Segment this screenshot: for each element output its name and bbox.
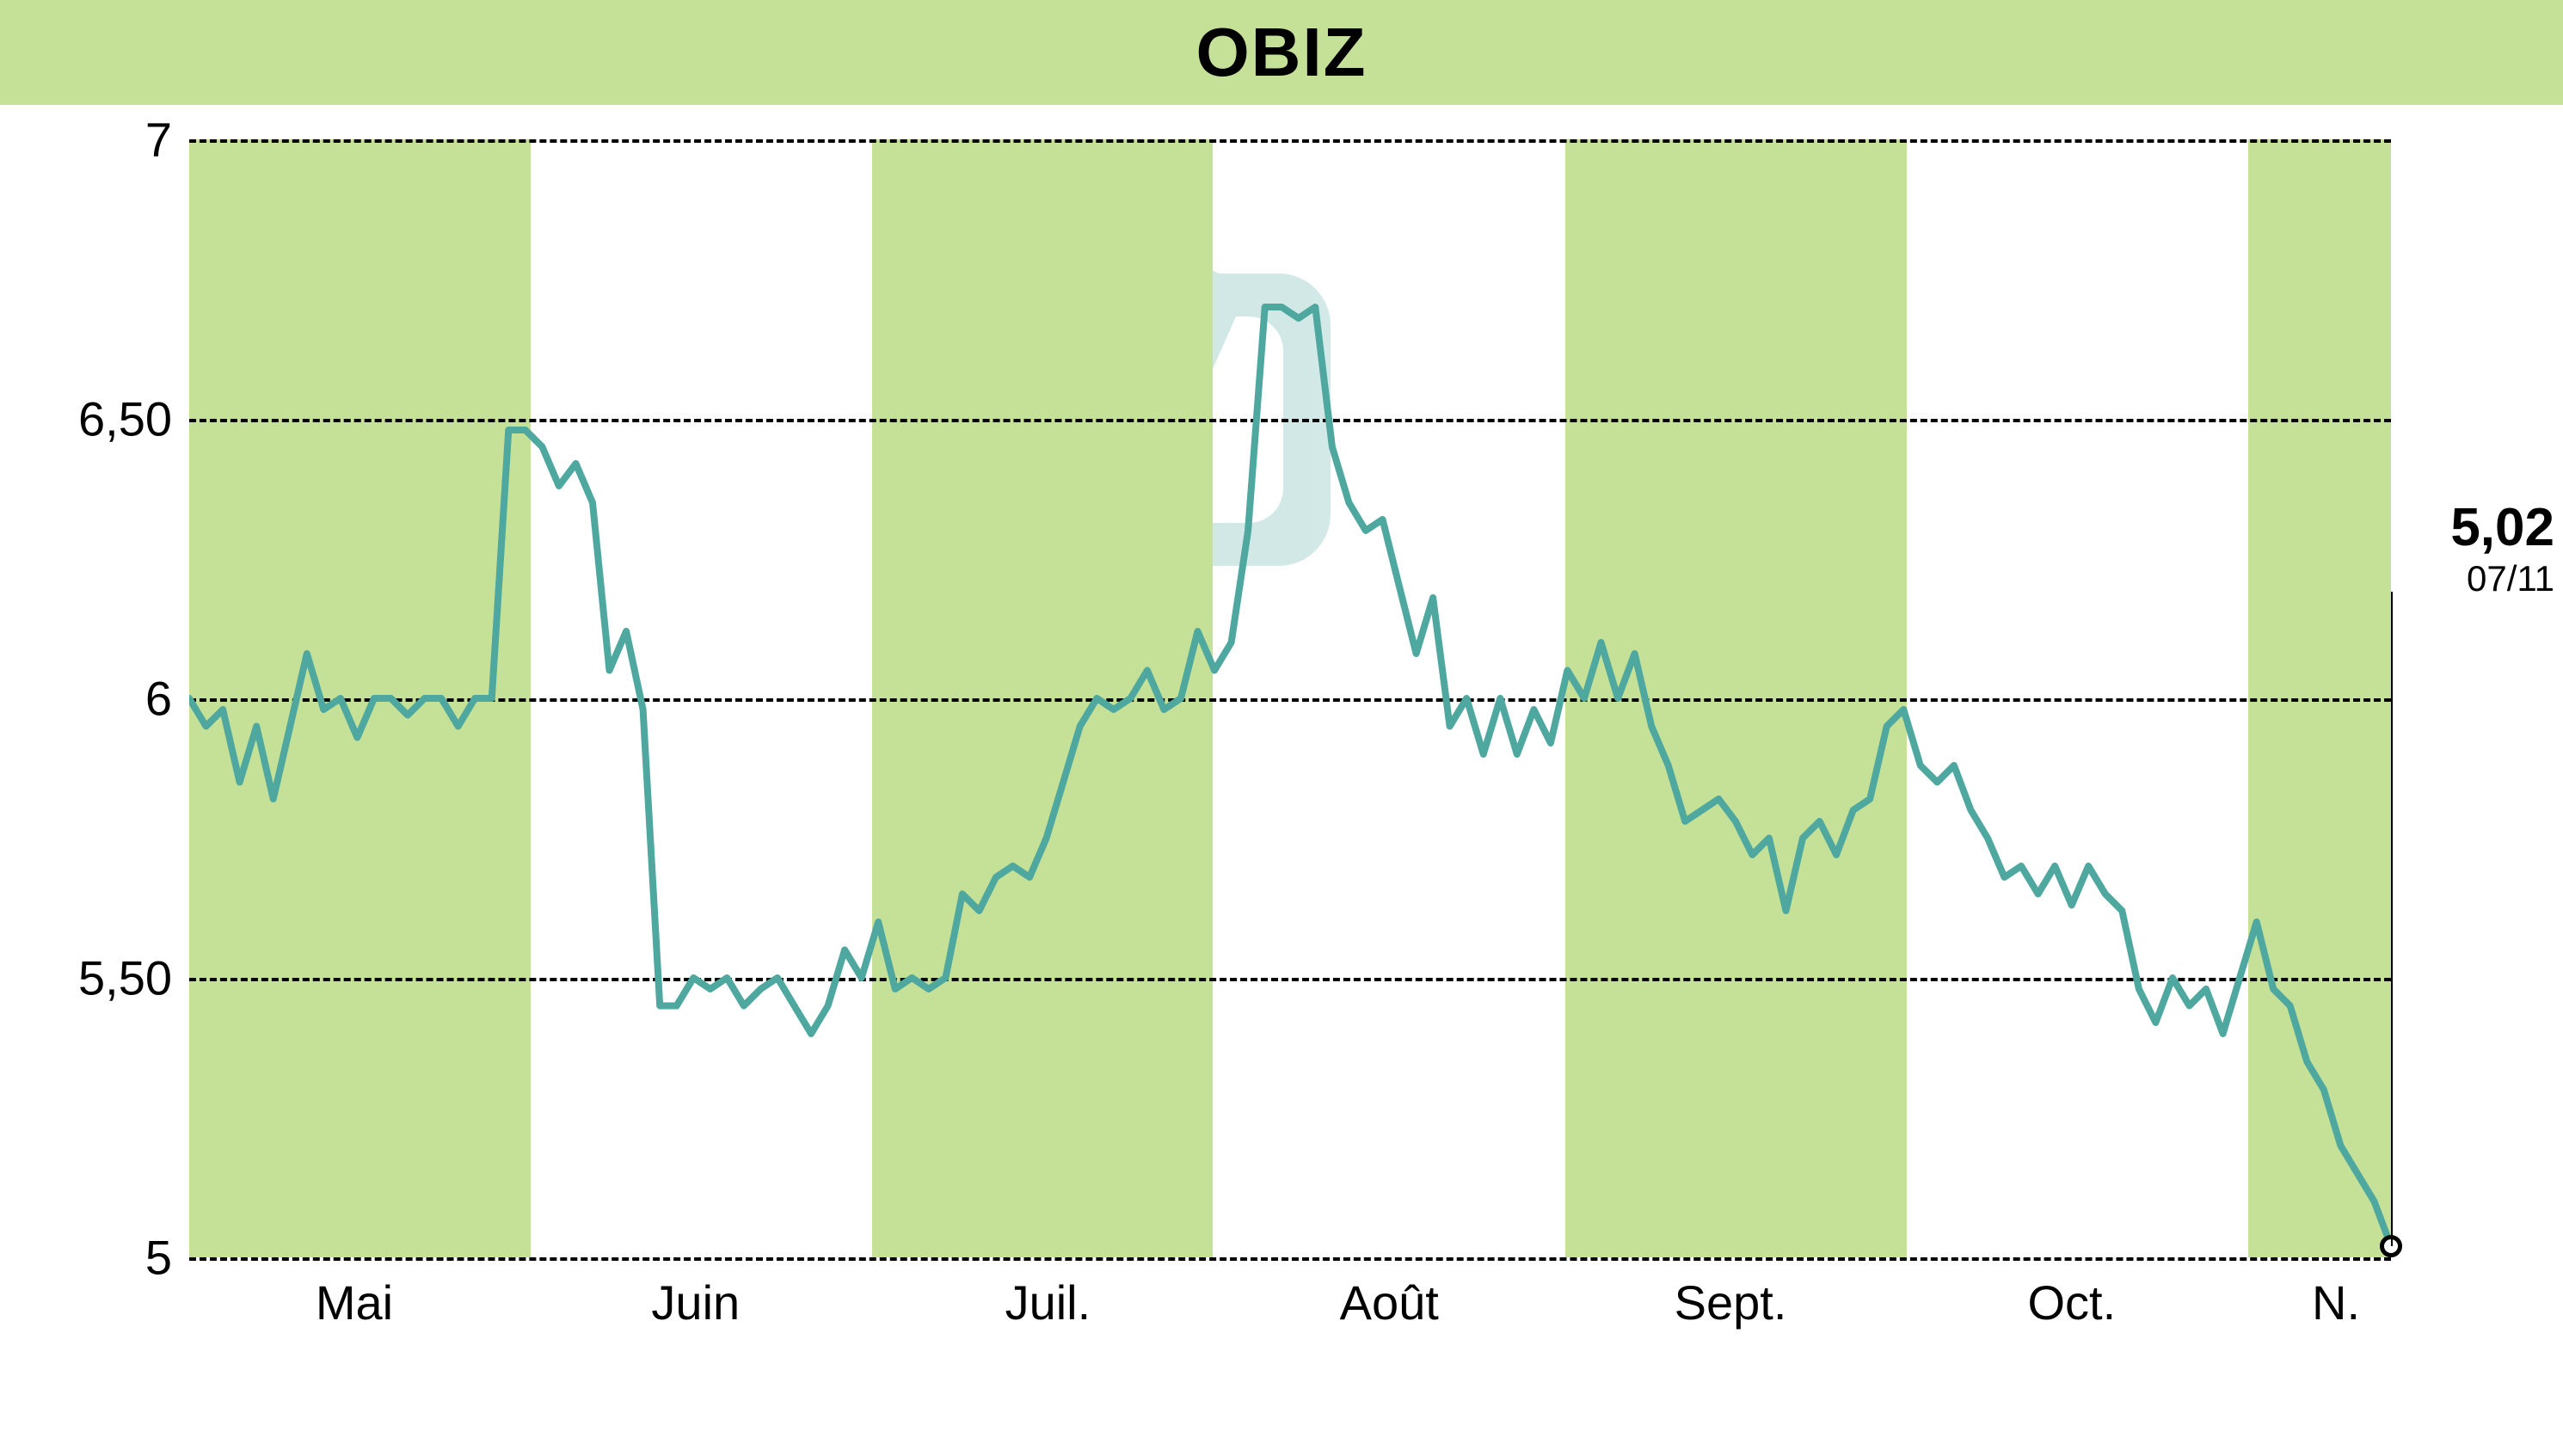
price-line <box>189 307 2391 1246</box>
y-axis-tick-label: 7 <box>145 112 172 168</box>
x-axis-tick-label: Oct. <box>2027 1275 2116 1330</box>
y-axis-tick-label: 5,50 <box>78 950 172 1006</box>
x-axis-tick-label: N. <box>2312 1275 2360 1330</box>
chart-title: OBIZ <box>0 13 2563 92</box>
current-date: 07/11 <box>2450 558 2554 599</box>
x-axis-labels: MaiJuinJuil.AoûtSept.Oct.N. <box>189 1275 2391 1326</box>
y-axis-tick-label: 5 <box>145 1230 172 1286</box>
x-axis-tick-label: Juil. <box>1005 1275 1091 1330</box>
chart-container: 76,5065,505 5,02 07/11 MaiJuinJuil.AoûtS… <box>52 139 2511 1257</box>
y-axis-tick-label: 6,50 <box>78 391 172 447</box>
x-axis-tick-label: Juin <box>651 1275 740 1330</box>
current-value-box: 5,02 07/11 <box>2450 497 2554 599</box>
x-axis-tick-label: Sept. <box>1675 1275 1787 1330</box>
chart-line-svg <box>189 139 2391 1257</box>
grid-line <box>189 1257 2391 1261</box>
y-axis-labels: 76,5065,505 <box>52 139 181 1257</box>
x-axis-tick-label: Août <box>1340 1275 1439 1330</box>
plot-area: 76,5065,505 5,02 07/11 MaiJuinJuil.AoûtS… <box>52 139 2563 1257</box>
value-connector-line <box>2391 592 2393 1246</box>
title-bar: OBIZ <box>0 0 2563 105</box>
y-axis-tick-label: 6 <box>145 671 172 727</box>
current-value: 5,02 <box>2450 497 2554 558</box>
x-axis-tick-label: Mai <box>316 1275 393 1330</box>
